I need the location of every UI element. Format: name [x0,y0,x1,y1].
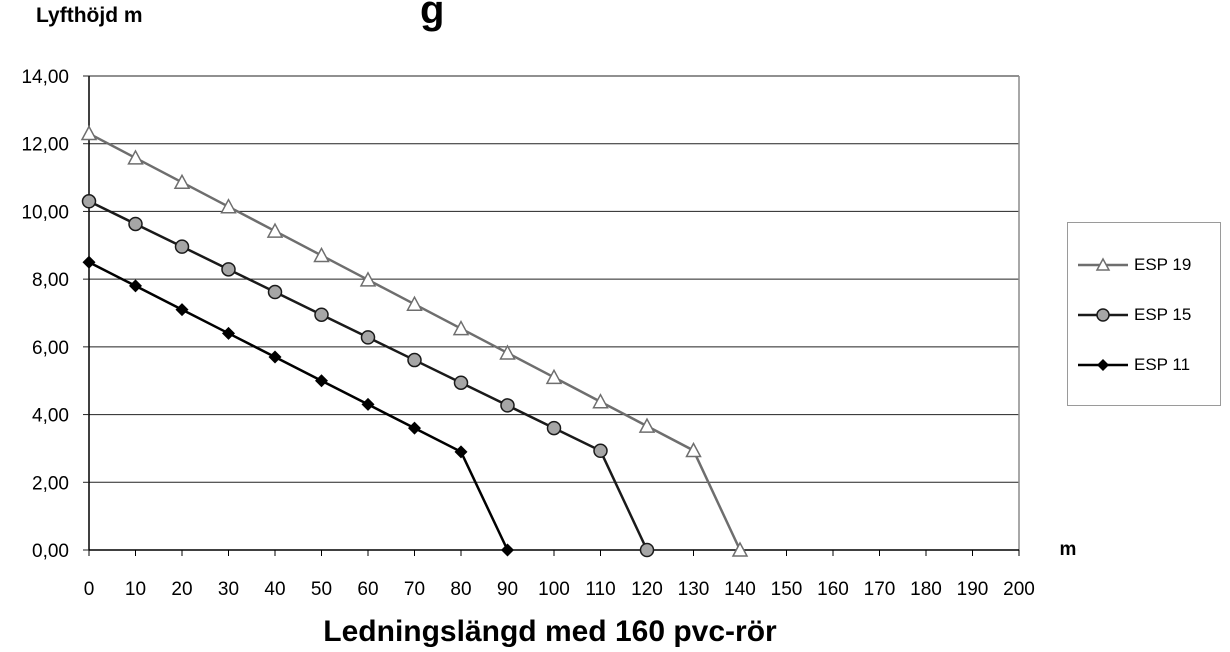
x-tick-label: 200 [1003,579,1035,600]
data-point [545,368,563,385]
x-tick-label: 20 [171,579,192,600]
data-point [593,443,608,459]
y-tick-label: 0,00 [32,541,69,562]
series-line [88,200,649,551]
x-tick-label: 60 [357,579,378,600]
data-point [82,255,96,269]
data-point [128,216,143,232]
series-line [88,132,742,551]
x-tick-label: 110 [585,579,615,600]
data-point [546,420,562,436]
data-point [501,543,514,557]
data-point [315,374,328,388]
x-tick-label: 10 [125,579,146,600]
x-tick-label: 120 [631,579,663,600]
x-tick-label: 100 [538,579,570,600]
data-point [220,198,237,214]
x-tick-label: 190 [957,579,989,600]
data-point [406,295,423,311]
diamond-marker-icon [1078,359,1128,371]
data-point [222,326,235,340]
series-line [88,261,509,551]
data-point [454,445,468,459]
y-tick-label: 2,00 [32,473,69,494]
data-point [407,352,422,368]
data-point [314,307,329,322]
circle-marker-icon [1078,308,1128,322]
legend-label: ESP 11 [1134,355,1191,374]
data-point [313,246,330,263]
data-point [408,421,421,435]
chart-legend: ESP 19 ESP 15 ESP 11 [1067,222,1221,406]
data-point [685,441,702,458]
data-point [360,330,376,345]
x-tick-label: 180 [910,579,942,600]
x-tick-label: 40 [264,579,285,600]
y-tick-label: 14,00 [21,67,69,88]
legend-item-esp15: ESP 15 [1078,303,1191,327]
x-tick-label: 90 [497,579,518,600]
legend-label: ESP 19 [1134,255,1192,274]
x-tick-label: 170 [864,579,896,600]
data-point [81,194,97,209]
x-axis-label: Ledningslängd med 160 pvc-rör [323,615,777,648]
y-axis-label: Lyfthöjd m [36,4,143,27]
data-point [221,262,236,277]
data-point [129,279,142,293]
data-point [638,417,656,433]
data-point [173,173,191,190]
data-point [80,124,98,141]
data-point [359,271,377,287]
x-tick-label: 80 [450,579,471,600]
data-point [452,319,470,336]
data-point [268,350,282,364]
data-point [127,149,144,165]
data-point [267,284,283,300]
legend-item-esp19: ESP 19 [1078,253,1191,277]
data-point [266,222,284,238]
y-tick-label: 12,00 [21,135,69,156]
y-tick-label: 10,00 [21,202,69,223]
data-point [174,239,190,254]
triangle-marker-icon [1078,257,1128,271]
y-tick-label: 6,00 [32,338,69,359]
data-point [175,303,189,317]
x-tick-label: 30 [218,579,239,600]
x-tick-label: 130 [678,579,710,600]
y-tick-label: 4,00 [32,406,69,427]
data-point [499,344,516,360]
data-point [453,375,469,390]
data-point [500,398,515,413]
data-point [592,393,609,409]
y-tick-label: 8,00 [32,270,69,291]
legend-label: ESP 15 [1134,305,1192,324]
chart-title-fragment: g [420,0,445,32]
x-tick-label: 160 [817,579,849,600]
data-point [731,541,749,557]
x-tick-label: 150 [771,579,803,600]
x-tick-label: 140 [724,579,756,600]
x-tick-label: 70 [404,579,425,600]
data-point [639,542,655,558]
x-unit-label: m [1060,539,1077,560]
x-tick-label: 0 [84,579,95,600]
data-point [361,397,375,411]
legend-item-esp11: ESP 11 [1078,353,1190,377]
x-tick-label: 50 [311,579,332,600]
